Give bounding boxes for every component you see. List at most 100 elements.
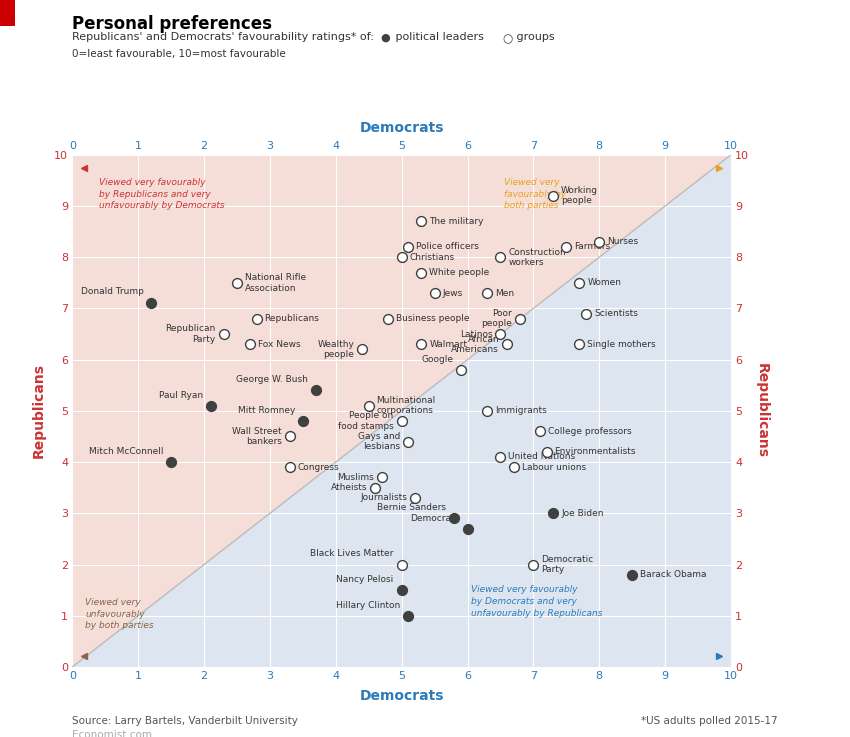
Text: College professors: College professors <box>548 427 632 436</box>
Point <box>547 508 560 520</box>
Text: Multinational
corporations: Multinational corporations <box>377 396 436 416</box>
Text: Environmentalists: Environmentalists <box>554 447 636 456</box>
Text: Viewed very favourably
by Democrats and very
unfavourably by Republicans: Viewed very favourably by Democrats and … <box>471 585 603 618</box>
Point <box>164 456 178 468</box>
Point <box>415 338 428 350</box>
Text: Labour unions: Labour unions <box>522 463 586 472</box>
Text: Republicans: Republicans <box>264 314 320 324</box>
Text: Democrats: Democrats <box>411 514 460 523</box>
Point <box>415 215 428 227</box>
Text: groups: groups <box>513 32 554 43</box>
Text: Economist.com: Economist.com <box>72 730 152 737</box>
Text: Barack Obama: Barack Obama <box>640 570 706 579</box>
Point <box>540 446 553 458</box>
Text: Source: Larry Bartels, Vanderbilt University: Source: Larry Bartels, Vanderbilt Univer… <box>72 716 298 727</box>
Text: Farmers: Farmers <box>575 242 610 251</box>
Text: Walmart: Walmart <box>429 340 468 349</box>
Text: Nurses: Nurses <box>607 237 638 246</box>
Text: Viewed very
unfavourably
by both parties: Viewed very unfavourably by both parties <box>85 598 154 630</box>
Text: 0=least favourable, 10=most favourable: 0=least favourable, 10=most favourable <box>72 49 286 60</box>
Point <box>480 405 494 417</box>
Point <box>362 400 376 412</box>
Point <box>243 338 257 350</box>
Text: Mitt Romney: Mitt Romney <box>237 406 295 415</box>
Point <box>394 415 408 427</box>
Text: Mitch McConnell: Mitch McConnell <box>88 447 163 456</box>
Text: Single mothers: Single mothers <box>587 340 656 349</box>
Text: Donald Trump: Donald Trump <box>81 287 144 296</box>
Text: Immigrants: Immigrants <box>496 406 547 416</box>
Point <box>547 190 560 202</box>
Point <box>500 338 513 350</box>
Point <box>355 343 369 355</box>
Point <box>526 559 540 570</box>
Point <box>230 277 244 289</box>
Text: White people: White people <box>429 268 490 277</box>
Text: Jews: Jews <box>443 289 462 298</box>
Point <box>283 461 297 473</box>
Text: African
Americans: African Americans <box>451 335 499 354</box>
Point <box>454 364 468 376</box>
X-axis label: Democrats: Democrats <box>360 122 444 136</box>
Text: Viewed very
favourably by
both parties: Viewed very favourably by both parties <box>504 178 566 211</box>
Point <box>375 472 388 483</box>
Point <box>401 610 415 622</box>
Point <box>204 400 218 412</box>
Text: Nancy Pelosi: Nancy Pelosi <box>337 575 394 584</box>
Point <box>480 287 494 299</box>
Text: Republican
Party: Republican Party <box>166 324 216 343</box>
Text: Atheists: Atheists <box>331 483 367 492</box>
Point <box>394 251 408 263</box>
Point <box>494 251 507 263</box>
Point <box>573 338 586 350</box>
Point <box>394 559 408 570</box>
Text: Men: Men <box>496 289 514 298</box>
Text: Working
people: Working people <box>561 186 598 206</box>
Point <box>217 328 230 340</box>
Text: political leaders: political leaders <box>392 32 484 43</box>
Text: Journalists: Journalists <box>360 494 407 503</box>
Text: Christians: Christians <box>410 253 455 262</box>
Text: United Nations: United Nations <box>508 453 575 461</box>
Text: National Rifle
Association: National Rifle Association <box>245 273 306 293</box>
Point <box>513 312 527 324</box>
Text: Construction
workers: Construction workers <box>508 248 566 267</box>
Polygon shape <box>72 155 731 667</box>
Text: Muslims: Muslims <box>337 473 374 482</box>
Text: Black Lives Matter: Black Lives Matter <box>310 549 394 559</box>
Text: Wealthy
people: Wealthy people <box>317 340 354 359</box>
Y-axis label: Republicans: Republicans <box>755 363 768 458</box>
Text: ●: ● <box>380 32 389 43</box>
Text: Hillary Clinton: Hillary Clinton <box>336 601 400 609</box>
Text: Fox News: Fox News <box>258 340 301 349</box>
Point <box>283 430 297 442</box>
Text: Paul Ryan: Paul Ryan <box>159 391 202 399</box>
Text: Bernie Sanders: Bernie Sanders <box>377 503 446 512</box>
Text: Google: Google <box>421 354 453 364</box>
Point <box>382 312 395 324</box>
Point <box>494 451 507 463</box>
Point <box>401 241 415 253</box>
Text: *US adults polled 2015-17: *US adults polled 2015-17 <box>641 716 778 727</box>
Polygon shape <box>72 155 731 667</box>
Text: George W. Bush: George W. Bush <box>236 375 308 384</box>
Text: ○: ○ <box>502 32 513 46</box>
Point <box>559 241 573 253</box>
Text: Personal preferences: Personal preferences <box>72 15 272 32</box>
Text: Viewed very favourably
by Republicans and very
unfavourably by Democrats: Viewed very favourably by Republicans an… <box>99 178 224 211</box>
Text: Poor
people: Poor people <box>481 309 513 329</box>
Point <box>533 425 547 437</box>
Point <box>368 482 382 494</box>
Text: Women: Women <box>587 279 621 287</box>
Point <box>461 523 474 534</box>
Text: Gays and
lesbians: Gays and lesbians <box>358 432 400 451</box>
Text: Joe Biden: Joe Biden <box>561 509 604 518</box>
Text: Republicans' and Democrats' favourability ratings* of:: Republicans' and Democrats' favourabilit… <box>72 32 381 43</box>
Point <box>626 569 639 581</box>
Point <box>394 584 408 596</box>
Point <box>408 492 422 504</box>
Text: Business people: Business people <box>396 314 470 324</box>
Text: People on
food stamps: People on food stamps <box>338 411 394 431</box>
Point <box>494 328 507 340</box>
Point <box>250 312 264 324</box>
